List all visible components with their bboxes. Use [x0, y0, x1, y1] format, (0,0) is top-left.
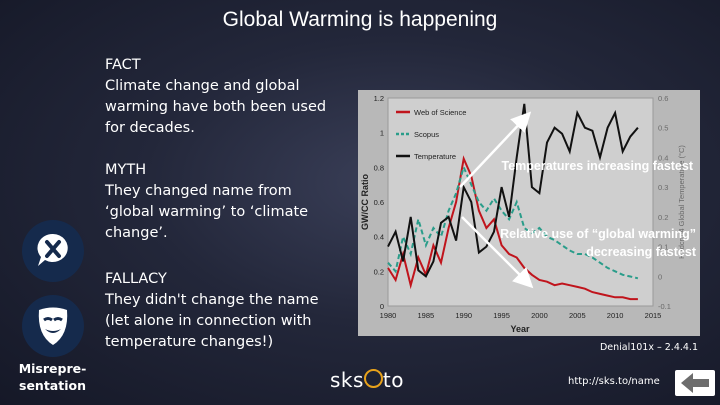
x-tick-label: 1995 [493, 311, 510, 320]
fallacy-text: They didn't change the name (let alone i… [105, 292, 319, 350]
fallacy-heading: FALLACY [105, 271, 167, 287]
slide-title: Global Warming is happening [222, 8, 498, 31]
y-tick-label: 1 [380, 129, 384, 138]
temperature-annotation: Temperatures increasing fastest [501, 159, 693, 173]
annotation-arrows [459, 111, 534, 289]
y2-tick-label: 0.3 [658, 183, 668, 192]
category-label-line1: Misrepre- [18, 361, 87, 376]
y2-tick-label: 0.2 [658, 213, 668, 222]
fact-block: FACT Climate change and global warming h… [105, 55, 345, 139]
series-line-scopus [387, 164, 639, 280]
global-warming-annotation-line2: decreasing fastest [586, 245, 697, 259]
myth-heading: MYTH [105, 162, 147, 178]
x-tick-label: 2015 [645, 311, 662, 320]
series-line-web-of-science [387, 155, 638, 301]
x-tick-label: 1990 [455, 311, 472, 320]
x-axis-label: Year [510, 324, 530, 334]
y2-tick-label: 0.4 [658, 153, 668, 162]
y-tick-label: 0 [380, 302, 384, 311]
y-tick-label: 1.2 [374, 94, 384, 103]
fallacy-block: FALLACY They didn't change the name (let… [105, 269, 345, 353]
left-axis-ticks: 0 0.2 0.4 0.6 0.8 1 1.2 [374, 94, 384, 311]
logo-right: to [382, 368, 404, 392]
series-lines [387, 103, 639, 301]
category-label-line2: sentation [19, 378, 86, 393]
logo-ring-icon [363, 369, 383, 388]
sks-logo: sks to [330, 368, 404, 392]
x-axis-ticks: 1980 1985 1990 1995 2000 2005 2010 2015 [380, 311, 662, 320]
y2-axis-label: Hadcrut4 Global Temperature (°C) [677, 145, 686, 259]
x-tick-label: 1980 [380, 311, 397, 320]
category-label: Misrepre- sentation [10, 360, 95, 394]
y2-tick-label: 0.5 [658, 124, 668, 133]
x-tick-label: 2005 [569, 311, 586, 320]
legend-label: Temperature [414, 152, 456, 161]
y2-tick-label: 0.1 [658, 243, 668, 252]
x-tick-label: 2010 [607, 311, 624, 320]
y-axis-label: GW/CC Ratio [360, 174, 370, 230]
global-warming-annotation-line1: Relative use of “global warming” [500, 227, 696, 241]
theater-mask-icon [22, 295, 84, 357]
myth-block: MYTH They changed name from ‘global warm… [105, 160, 345, 244]
x-tick-label: 2000 [531, 311, 548, 320]
fact-heading: FACT [105, 57, 141, 73]
y2-tick-label: -0.1 [658, 302, 671, 311]
back-button[interactable] [675, 370, 715, 396]
arrow-down-gw [461, 216, 534, 289]
legend-label: Web of Science [414, 108, 466, 117]
y-tick-label: 0.2 [374, 267, 384, 276]
back-arrow-icon [681, 373, 709, 393]
y2-tick-label: 0.6 [658, 94, 668, 103]
y2-tick-label: 0 [658, 272, 662, 281]
arrow-up-temperature [459, 111, 532, 188]
myth-text: They changed name from ‘global warming’ … [105, 183, 309, 241]
right-axis-ticks: -0.1 0 0.1 0.2 0.3 0.4 0.5 0.6 [658, 94, 671, 311]
logo-left: sks [330, 368, 364, 392]
course-code: Denial101x – 2.4.4.1 [599, 342, 698, 353]
legend-label: Scopus [414, 130, 439, 139]
x-tick-label: 1985 [418, 311, 435, 320]
speech-bubble-x-icon [22, 220, 84, 282]
y-tick-label: 0.6 [374, 198, 384, 207]
series-line-temperature [387, 103, 639, 278]
chart-legend: Web of Science Scopus Temperature [396, 108, 466, 161]
y-tick-label: 0.4 [374, 233, 384, 242]
short-url-link[interactable]: http://sks.to/name [568, 376, 660, 387]
y-tick-label: 0.8 [374, 163, 384, 172]
fact-text: Climate change and global warming have b… [105, 78, 327, 136]
